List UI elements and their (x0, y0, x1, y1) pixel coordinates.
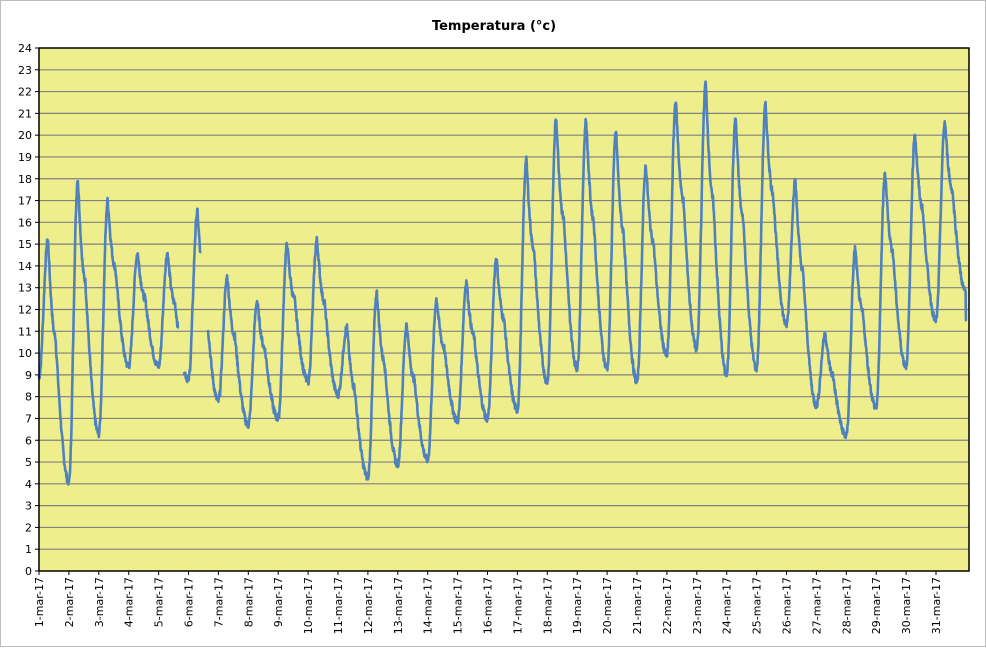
x-tick-label: 17-mar-17 (511, 577, 524, 634)
y-tick-label: 14 (18, 260, 32, 273)
y-tick-label: 17 (18, 195, 32, 208)
x-tick-label: 24-mar-17 (721, 577, 734, 634)
y-tick-label: 7 (25, 412, 32, 425)
y-tick-label: 20 (18, 129, 32, 142)
x-tick-label: 20-mar-17 (601, 577, 614, 634)
x-tick-label: 26-mar-17 (781, 577, 794, 634)
x-tick-label: 28-mar-17 (840, 577, 853, 634)
y-tick-label: 15 (18, 238, 32, 251)
x-tick-label: 30-mar-17 (900, 577, 913, 634)
x-tick-label: 13-mar-17 (392, 577, 405, 634)
chart-title: Temperatura (°c) (432, 19, 556, 34)
y-tick-label: 13 (18, 282, 32, 295)
y-tick-label: 1 (25, 543, 32, 556)
x-tick-label: 29-mar-17 (870, 577, 883, 634)
y-tick-label: 4 (25, 478, 32, 491)
y-tick-label: 0 (25, 565, 32, 578)
x-tick-label: 21-mar-17 (631, 577, 644, 634)
y-tick-label: 2 (25, 521, 32, 534)
y-tick-label: 6 (25, 434, 32, 447)
x-tick-label: 9-mar-17 (272, 577, 285, 627)
y-tick-label: 11 (18, 325, 32, 338)
x-tick-label: 11-mar-17 (332, 577, 345, 634)
y-tick-label: 18 (18, 173, 32, 186)
x-tick-label: 2-mar-17 (63, 577, 76, 627)
x-axis-ticks: 1-mar-17 2-mar-17 3-mar-17 4-mar-17 5-mar-17… (33, 571, 943, 634)
x-tick-label: 19-mar-17 (571, 577, 584, 634)
x-tick-label: 1-mar-17 (33, 577, 46, 627)
x-tick-label: 14-mar-17 (422, 577, 435, 634)
y-tick-label: 5 (25, 456, 32, 469)
y-tick-label: 12 (18, 304, 32, 317)
y-tick-label: 21 (18, 107, 32, 120)
x-tick-label: 31-mar-17 (930, 577, 943, 634)
x-tick-label: 10-mar-17 (302, 577, 315, 634)
x-tick-label: 3-mar-17 (93, 577, 106, 627)
y-tick-label: 23 (18, 64, 32, 77)
x-tick-label: 22-mar-17 (661, 577, 674, 634)
x-tick-label: 15-mar-17 (452, 577, 465, 634)
y-tick-label: 9 (25, 369, 32, 382)
y-tick-label: 22 (18, 86, 32, 99)
y-tick-label: 24 (18, 42, 32, 55)
x-tick-label: 25-mar-17 (751, 577, 764, 634)
x-tick-label: 4-mar-17 (123, 577, 136, 627)
x-tick-label: 12-mar-17 (362, 577, 375, 634)
x-tick-label: 27-mar-17 (810, 577, 823, 634)
x-tick-label: 23-mar-17 (691, 577, 704, 634)
x-tick-label: 7-mar-17 (212, 577, 225, 627)
y-tick-label: 10 (18, 347, 32, 360)
y-tick-label: 19 (18, 151, 32, 164)
y-tick-label: 16 (18, 216, 32, 229)
x-tick-label: 16-mar-17 (482, 577, 495, 634)
x-tick-label: 6-mar-17 (183, 577, 196, 627)
y-tick-label: 8 (25, 391, 32, 404)
x-tick-label: 8-mar-17 (242, 577, 255, 627)
x-tick-label: 18-mar-17 (541, 577, 554, 634)
y-tick-label: 3 (25, 500, 32, 513)
x-tick-label: 5-mar-17 (153, 577, 166, 627)
